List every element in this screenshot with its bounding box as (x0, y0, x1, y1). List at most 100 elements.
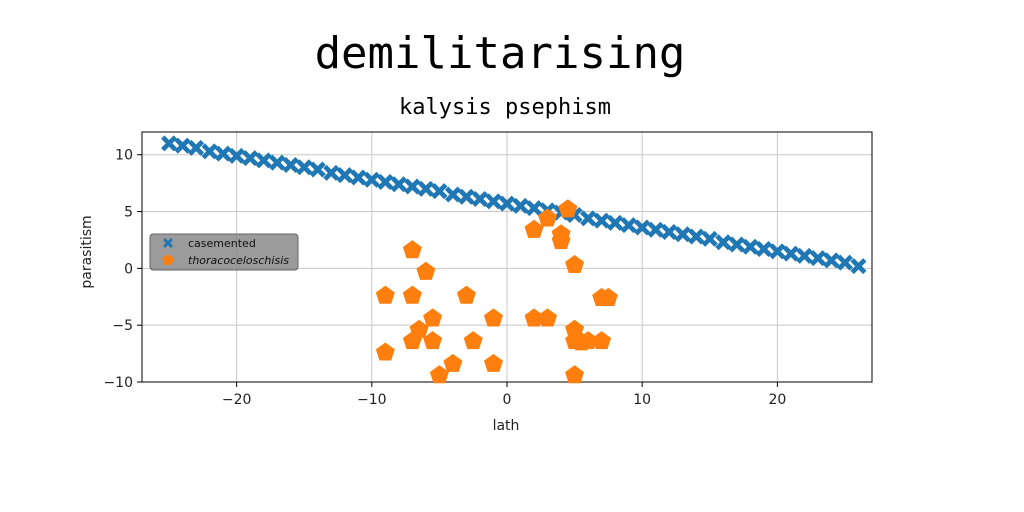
casemented-point (485, 193, 502, 210)
legend: casemented thoracoceloschisis (149, 233, 299, 271)
legend-marker-casemented (163, 238, 173, 248)
casemented-point (796, 247, 813, 264)
thoracoceloschisis-point (538, 208, 558, 227)
casemented-point (661, 224, 678, 240)
casemented-point (309, 161, 326, 178)
y-axis-label: parasitism (79, 215, 95, 288)
thoracoceloschisis-point (423, 308, 443, 327)
x-tick-label: −20 (222, 392, 252, 408)
legend-label-thoracoceloschisis: thoracoceloschisis (188, 254, 289, 267)
casemented-point (188, 139, 205, 156)
thoracoceloschisis-point (402, 240, 422, 259)
thoracoceloschisis-point (402, 285, 422, 304)
x-tick-label: 0 (503, 392, 512, 408)
x-tick-label: 10 (633, 392, 651, 408)
casemented-point (215, 145, 232, 162)
casemented-point (499, 195, 515, 212)
thoracoceloschisis-point (565, 319, 585, 338)
casemented-point (742, 238, 759, 255)
thoracoceloschisis-point (443, 353, 463, 372)
y-tick-label: 5 (124, 205, 133, 221)
casemented-point (174, 137, 191, 154)
x-tick-label: −10 (357, 392, 387, 408)
casemented-point (850, 258, 867, 275)
x-tick-label: 20 (768, 392, 786, 408)
casemented-point (634, 219, 651, 236)
casemented-point (228, 147, 245, 164)
thoracoceloschisis-point (402, 331, 422, 350)
casemented-point (390, 176, 407, 193)
casemented-point (782, 245, 799, 262)
casemented-point (647, 221, 664, 238)
y-tick-label: 10 (115, 148, 133, 164)
thoracoceloschisis-point (429, 365, 449, 384)
legend-marker-x-icon (163, 238, 173, 248)
casemented-point (255, 152, 272, 169)
casemented-point (323, 164, 340, 181)
casemented-point (431, 183, 448, 200)
casemented-point (444, 186, 461, 203)
data-points (161, 135, 867, 384)
thoracoceloschisis-point (558, 199, 578, 218)
casemented-point (526, 200, 543, 217)
casemented-point (809, 250, 826, 267)
casemented-point (836, 254, 853, 271)
thoracoceloschisis-point (483, 308, 503, 327)
chart-subtitle: kalysis psephism (399, 95, 611, 120)
casemented-point (201, 143, 218, 160)
thoracoceloschisis-point (565, 365, 585, 384)
casemented-point (404, 178, 421, 195)
legend-box (149, 233, 299, 271)
casemented-point (688, 228, 705, 245)
casemented-point (580, 210, 597, 227)
casemented-point (363, 171, 380, 188)
thoracoceloschisis-point (565, 254, 585, 274)
casemented-point (769, 243, 786, 260)
casemented-point (269, 154, 286, 171)
legend-label-casemented: casemented (188, 237, 256, 250)
thoracoceloschisis-point (538, 308, 558, 327)
casemented-point (674, 226, 691, 243)
thoracoceloschisis-point (524, 219, 544, 238)
chart-title: demilitarising (315, 28, 686, 79)
casemented-point (417, 180, 434, 197)
casemented-point (620, 217, 637, 234)
thoracoceloschisis-point (483, 353, 503, 372)
casemented-point (458, 188, 475, 205)
casemented-point (282, 156, 299, 173)
casemented-point (512, 197, 529, 214)
y-tick-label: 0 (124, 261, 133, 277)
y-tick-label: −5 (112, 318, 133, 334)
legend-marker-pentagon-icon (162, 254, 174, 265)
casemented-point (336, 167, 353, 184)
legend-marker-thoracoceloschisis (162, 254, 174, 265)
casemented-point (715, 234, 732, 251)
casemented-point (728, 236, 745, 253)
casemented-point (701, 230, 718, 247)
casemented-point (350, 169, 367, 186)
thoracoceloschisis-point (524, 308, 544, 327)
casemented-point (161, 135, 178, 152)
axis-ticks: −20 −10 0 10 20 −10 −5 0 5 10 (103, 148, 786, 408)
casemented-point (823, 252, 840, 269)
casemented-point (755, 241, 772, 258)
thoracoceloschisis-point (456, 285, 476, 304)
casemented-point (593, 212, 610, 229)
thoracoceloschisis-point (416, 261, 436, 280)
thoracoceloschisis-point (598, 287, 618, 306)
thoracoceloschisis-point (551, 231, 571, 250)
thoracoceloschisis-point (423, 331, 443, 350)
casemented-point (607, 214, 624, 231)
casemented-point (242, 150, 259, 167)
y-tick-label: −10 (103, 375, 133, 391)
casemented-point (296, 159, 313, 176)
thoracoceloschisis-point (578, 331, 598, 350)
thoracoceloschisis-point (592, 331, 612, 350)
casemented-point (471, 191, 488, 208)
x-axis-label: lath (493, 418, 520, 434)
thoracoceloschisis-point (375, 342, 395, 361)
casemented-point (377, 174, 394, 190)
thoracoceloschisis-point (375, 285, 395, 304)
thoracoceloschisis-point (463, 331, 483, 350)
